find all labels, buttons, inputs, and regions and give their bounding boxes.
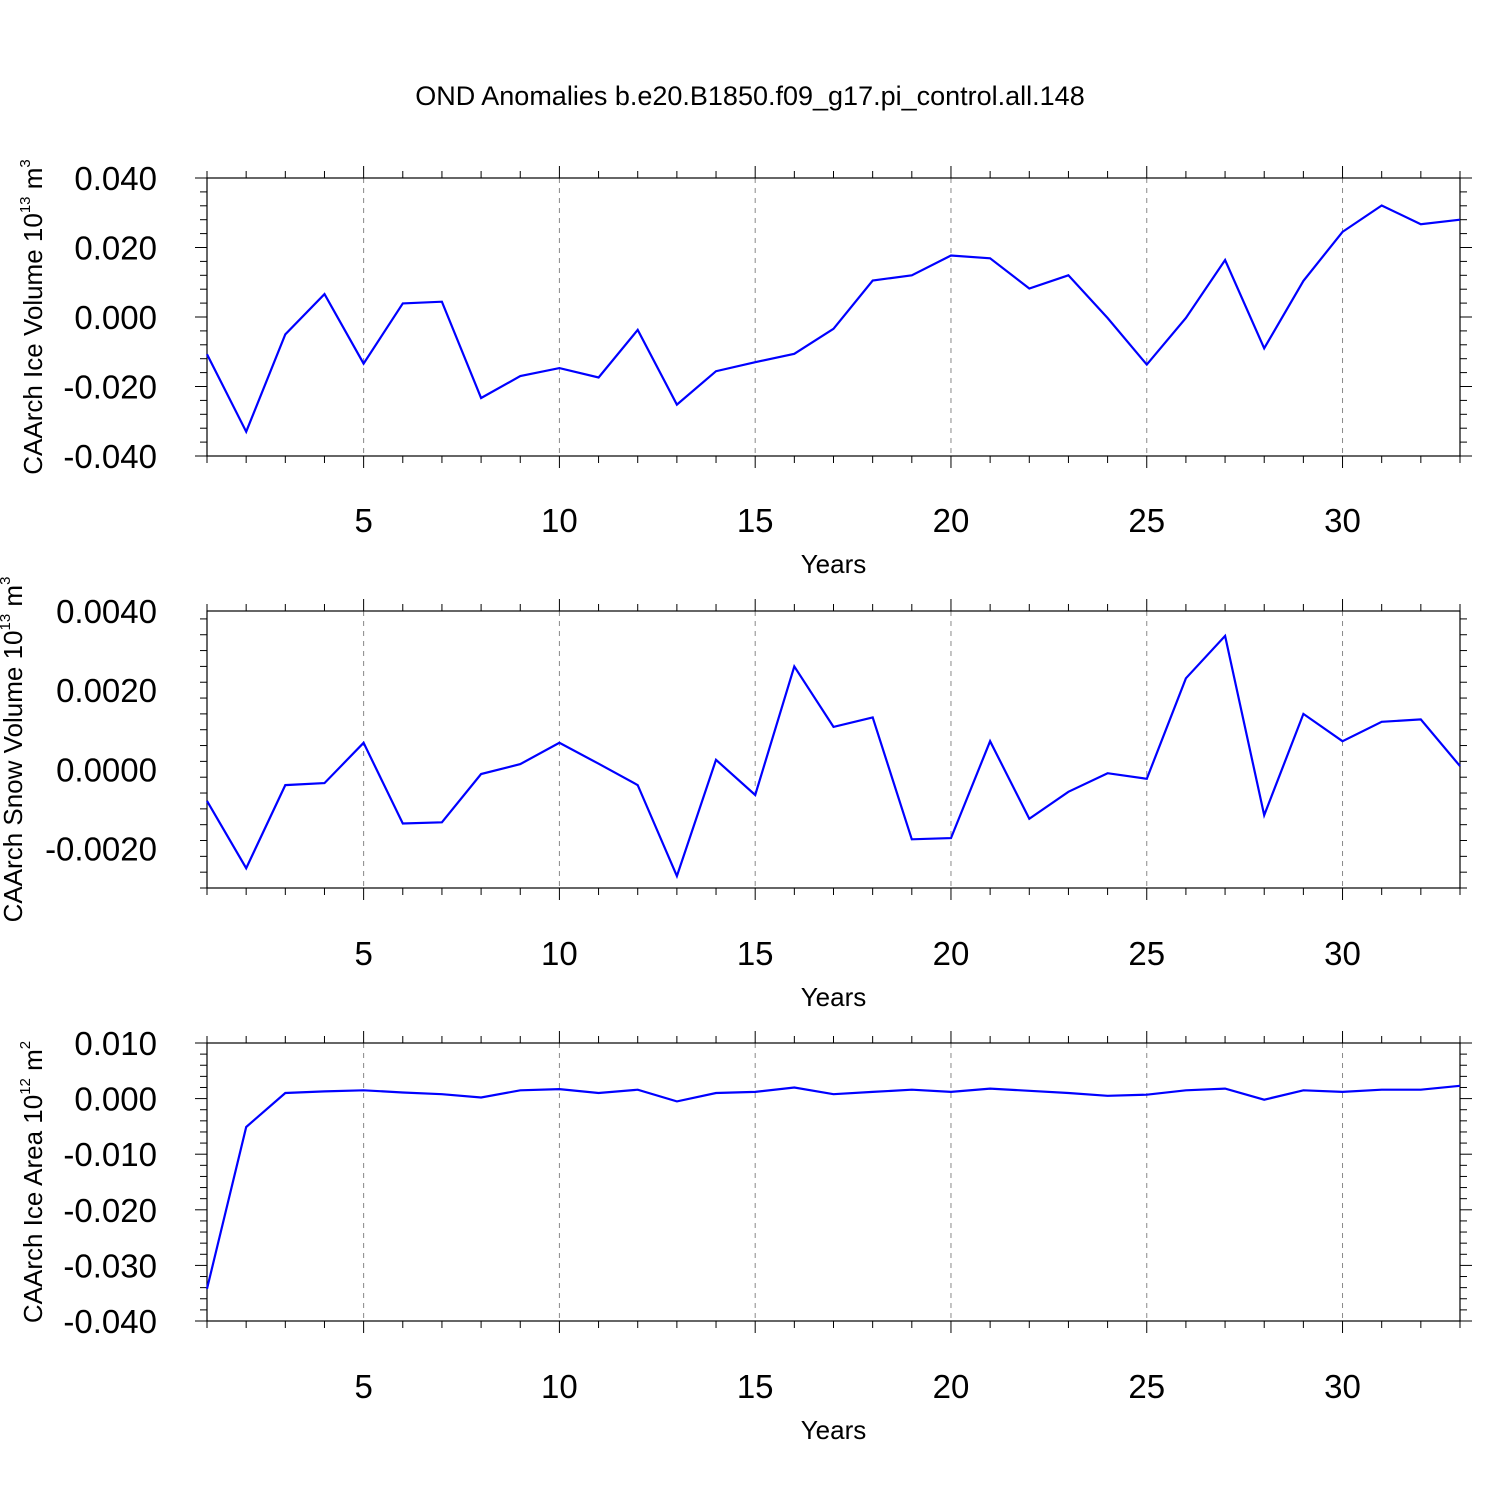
x-tick-label: 15 (737, 1368, 774, 1405)
x-tick-label: 10 (541, 1368, 578, 1405)
x-tick-label: 20 (933, 935, 970, 972)
panel-2: -0.0020 0.0000 0.0020 0.0040 5 10 15 20 25 30 Year… (0, 577, 1467, 1012)
x-axis-label: Years (801, 549, 867, 579)
y-axis-label: CAArch Snow Volume 1013 m3 (0, 577, 28, 923)
x-tick-label: 30 (1324, 935, 1361, 972)
y-tick-label: 0.040 (74, 160, 157, 197)
x-tick-label: 10 (541, 502, 578, 539)
chart-panels: -0.040 -0.020 0.000 0.020 0.040 5 10 15 20 25 30 Ye… (0, 159, 1472, 1445)
x-axis-label: Years (801, 1415, 867, 1445)
y-tick-label: 0.000 (74, 1081, 157, 1118)
x-tick-label: 30 (1324, 1368, 1361, 1405)
series-line (206, 633, 1461, 880)
y-tick-label: -0.010 (63, 1136, 157, 1173)
x-tick-label: 25 (1128, 935, 1165, 972)
y-tick-label: 0.0020 (56, 672, 157, 709)
panel-3: -0.040 -0.030 -0.020 -0.010 0.000 0.010 5 10 15 2… (17, 1025, 1472, 1445)
x-tick-label: 15 (737, 935, 774, 972)
x-tick-label: 15 (737, 502, 774, 539)
x-tick-label: 5 (354, 502, 372, 539)
y-tick-label: -0.020 (63, 369, 157, 406)
x-tick-label: 10 (541, 935, 578, 972)
y-tick-label: -0.0020 (45, 830, 157, 867)
y-tick-label: 0.000 (74, 299, 157, 336)
y-tick-label: 0.020 (74, 230, 157, 267)
series-line (205, 1084, 1461, 1290)
y-axis-label: CAArch Ice Area 1012 m2 (17, 1041, 48, 1323)
x-tick-label: 25 (1128, 1368, 1165, 1405)
y-axis-label: CAArch Ice Volume 1013 m3 (17, 159, 48, 475)
x-tick-label: 20 (933, 1368, 970, 1405)
y-tick-label: -0.020 (63, 1192, 157, 1229)
plot-frame (206, 1042, 1461, 1322)
series-line (206, 204, 1461, 435)
x-tick-label: 20 (933, 502, 970, 539)
chart-title: OND Anomalies b.e20.B1850.f09_g17.pi_con… (415, 81, 1084, 111)
panel-1: -0.040 -0.020 0.000 0.020 0.040 5 10 15 20 25 30 Ye… (17, 159, 1472, 579)
x-axis-label: Years (801, 982, 867, 1012)
y-tick-label: 0.010 (74, 1025, 157, 1062)
x-tick-label: 5 (354, 935, 372, 972)
y-tick-label: -0.040 (63, 438, 157, 475)
y-tick-label: 0.0040 (56, 593, 157, 630)
x-tick-label: 30 (1324, 502, 1361, 539)
plot-frame (206, 610, 1461, 889)
x-tick-label: 25 (1128, 502, 1165, 539)
y-tick-label: -0.030 (63, 1247, 157, 1284)
x-tick-label: 5 (354, 1368, 372, 1405)
y-tick-label: 0.0000 (56, 751, 157, 788)
y-tick-label: -0.040 (63, 1303, 157, 1340)
